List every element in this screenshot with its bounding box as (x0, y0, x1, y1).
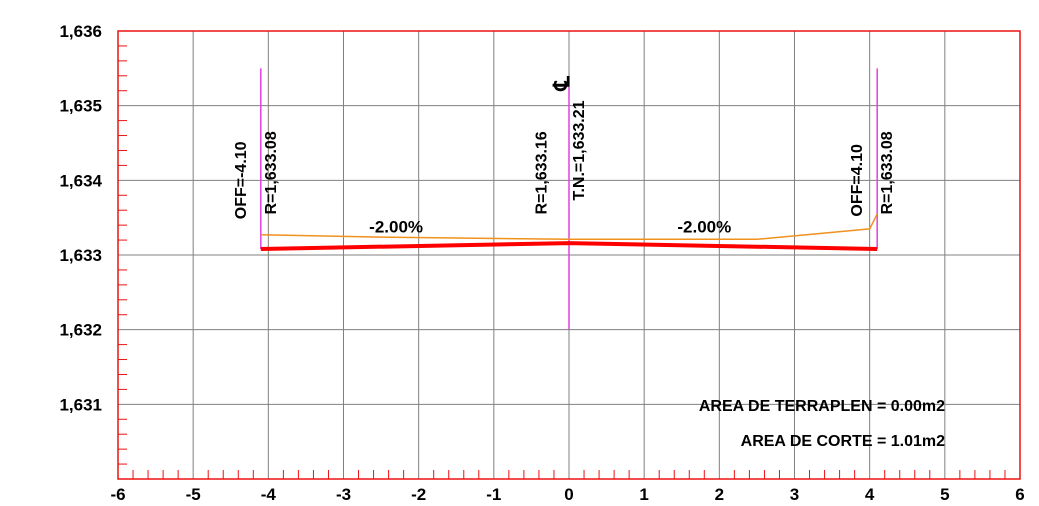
existing-ground-line (260, 213, 878, 241)
x-tick-label: -6 (110, 485, 125, 504)
x-tick-label: 1 (639, 485, 648, 504)
profile-series (260, 213, 878, 251)
slope-labels: -2.00% -2.00% (369, 218, 731, 237)
vertical-label: R=1,633.16 (533, 131, 550, 214)
x-tick-label: 5 (940, 485, 949, 504)
x-tick-label: -1 (486, 485, 501, 504)
x-tick-label: 4 (865, 485, 875, 504)
slope-label: -2.00% (677, 218, 731, 237)
vertical-label: T.N.=1,633.21 (571, 100, 588, 200)
design-section-line (260, 241, 878, 251)
x-tick-label: 6 (1015, 485, 1024, 504)
centerline-symbols: ℄ (549, 75, 574, 91)
y-tick-label: 1,633 (59, 246, 102, 265)
x-tick-label: 0 (564, 485, 573, 504)
slope-label: -2.00% (369, 218, 423, 237)
area-annotation: AREA DE TERRAPLEN = 0.00m2 (699, 398, 945, 415)
area-annotation: AREA DE CORTE = 1.01m2 (741, 433, 945, 450)
vertical-label: OFF=-4.10 (233, 141, 250, 219)
y-tick-label: 1,634 (59, 171, 102, 190)
minor-ticks (118, 45, 1006, 479)
x-tick-label: -2 (411, 485, 426, 504)
x-tick-label: 2 (715, 485, 724, 504)
y-tick-label: 1,635 (59, 97, 102, 116)
centerline-icon: ℄ (549, 75, 574, 91)
y-tick-label: 1,636 (59, 22, 102, 41)
x-tick-label: -5 (186, 485, 201, 504)
y-axis-labels: 1,636 1,635 1,634 1,633 1,632 1,631 (59, 22, 102, 414)
station-lines (260, 68, 878, 330)
x-tick-label: -4 (261, 485, 277, 504)
y-tick-label: 1,631 (59, 395, 102, 414)
area-annotations: AREA DE TERRAPLEN = 0.00m2 AREA DE CORTE … (699, 398, 945, 450)
vertical-labels: OFF=-4.10 R=1,633.08 R=1,633.16 T.N.=1,633.… (233, 100, 896, 219)
y-tick-label: 1,632 (59, 321, 102, 340)
plot-frame (117, 30, 1021, 480)
x-tick-label: 3 (790, 485, 799, 504)
x-axis-labels: -6 -5 -4 -3 -2 -1 0 1 2 3 4 5 6 (110, 485, 1024, 504)
vertical-label: OFF=4.10 (849, 144, 866, 217)
vertical-label: R=1,633.08 (263, 131, 280, 214)
x-tick-label: -3 (336, 485, 351, 504)
vertical-label: R=1,633.08 (879, 131, 896, 214)
